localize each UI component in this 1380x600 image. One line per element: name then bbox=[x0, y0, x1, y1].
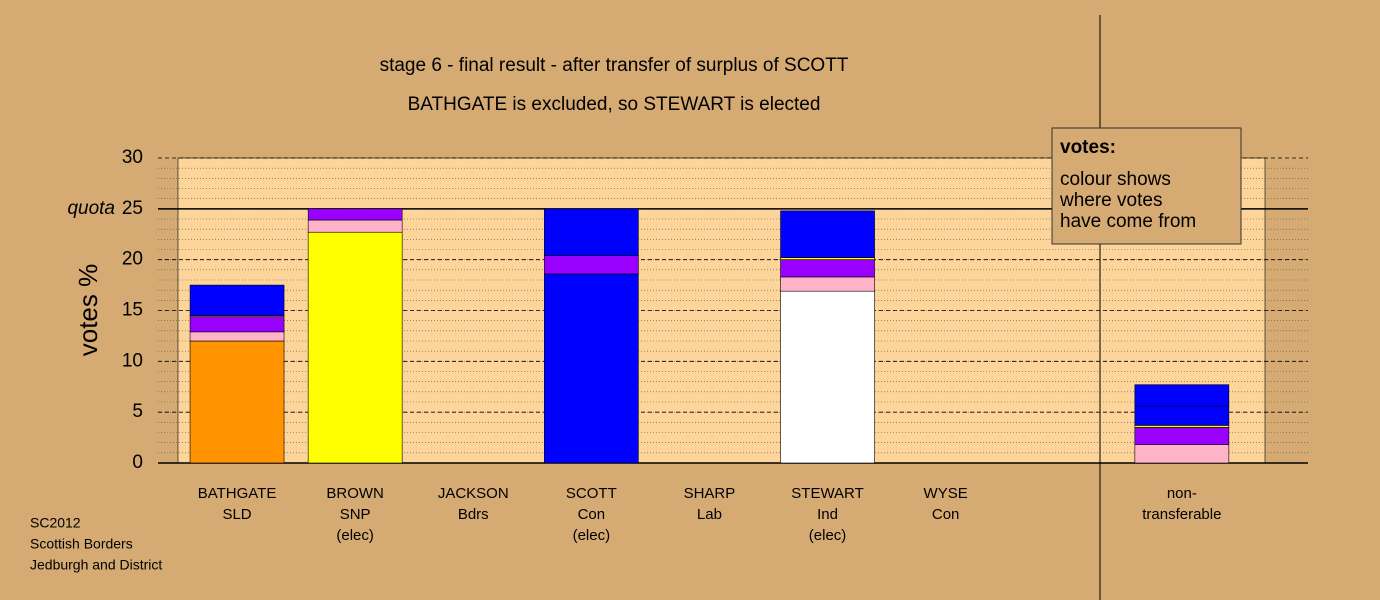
x-tick-label: STEWART bbox=[791, 485, 864, 502]
x-tick-label: Lab bbox=[697, 506, 722, 523]
note-line: colour shows bbox=[1060, 169, 1171, 190]
bar-segment bbox=[1134, 427, 1230, 445]
bar-segment bbox=[780, 290, 875, 464]
x-tick-label: JACKSON bbox=[438, 485, 509, 502]
chart-title: stage 6 - final result - after transfer … bbox=[380, 55, 849, 76]
bar-segment bbox=[1134, 425, 1230, 428]
x-tick-label: Bdrs bbox=[458, 506, 489, 523]
bar-segment bbox=[189, 340, 285, 464]
note-title: votes: bbox=[1060, 137, 1116, 158]
footnote: SC2012 bbox=[30, 515, 81, 531]
note-frame bbox=[1051, 127, 1242, 245]
bar-segment bbox=[1134, 384, 1230, 407]
bar-segment bbox=[1134, 405, 1230, 426]
x-tick-label: (elec) bbox=[573, 527, 611, 544]
y-tick-label: 30 bbox=[122, 147, 143, 168]
bar-segment bbox=[1134, 444, 1230, 464]
bar-segment bbox=[780, 210, 875, 258]
bar-segment bbox=[307, 219, 403, 233]
bar-segment bbox=[307, 231, 403, 464]
bar-segment bbox=[189, 331, 285, 342]
x-tick-label: SLD bbox=[222, 506, 251, 523]
y-axis-label: votes % bbox=[73, 264, 103, 357]
x-tick-label: Ind bbox=[817, 506, 838, 523]
x-tick-label: transferable bbox=[1142, 506, 1221, 523]
y-tick-label: 5 bbox=[132, 401, 143, 422]
x-tick-label: Con bbox=[932, 506, 960, 523]
bar-segment bbox=[189, 316, 285, 333]
bar-segment bbox=[780, 276, 875, 292]
y-tick-label: 20 bbox=[122, 249, 143, 270]
x-tick-label: Con bbox=[578, 506, 606, 523]
bar-segment bbox=[307, 208, 403, 221]
bar-segment bbox=[544, 273, 639, 464]
x-tick-label: (elec) bbox=[809, 527, 847, 544]
chart-subtitle: BATHGATE is excluded, so STEWART is elec… bbox=[408, 94, 821, 115]
quota-label: quota bbox=[67, 198, 115, 219]
bar-segment bbox=[189, 284, 285, 316]
bar-segment bbox=[780, 259, 875, 278]
y-tick-label: 10 bbox=[122, 350, 143, 371]
x-tick-label: SCOTT bbox=[566, 485, 617, 502]
note-line: where votes bbox=[1059, 190, 1162, 211]
bar-segment bbox=[780, 257, 875, 260]
y-tick-label: 15 bbox=[122, 300, 143, 321]
note-line: have come from bbox=[1060, 211, 1196, 232]
x-tick-label: non- bbox=[1167, 485, 1197, 502]
x-tick-label: SHARP bbox=[684, 485, 736, 502]
x-tick-label: (elec) bbox=[336, 527, 374, 544]
footnote: Jedburgh and District bbox=[30, 557, 162, 573]
x-tick-label: BATHGATE bbox=[198, 485, 277, 502]
bar-segment bbox=[544, 208, 639, 256]
y-tick-label: 25 bbox=[122, 198, 143, 219]
y-tick-label: 0 bbox=[132, 452, 143, 473]
x-tick-label: WYSE bbox=[924, 485, 968, 502]
footnote: Scottish Borders bbox=[30, 536, 133, 552]
x-tick-label: SNP bbox=[340, 506, 371, 523]
bar-segment bbox=[544, 255, 639, 275]
x-tick-label: BROWN bbox=[326, 485, 384, 502]
